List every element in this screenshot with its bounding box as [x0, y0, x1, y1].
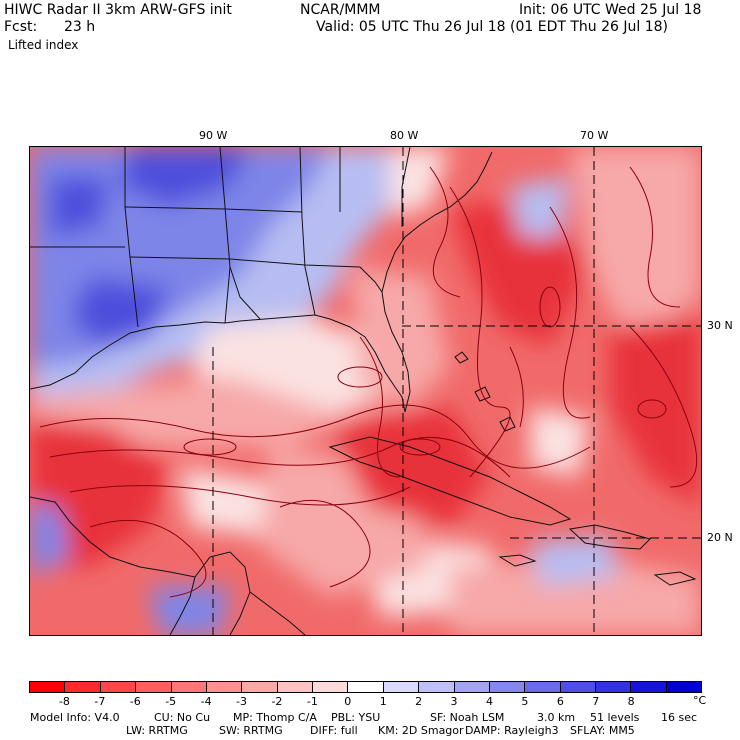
- colorbar-tick-label: 3: [450, 695, 458, 708]
- timestep: 16 sec: [661, 711, 698, 724]
- model-title: HIWC Radar II 3km ARW-GFS init: [4, 2, 232, 18]
- colorbar-tick-label: -7: [94, 695, 106, 708]
- diffusion: DIFF: full: [310, 724, 358, 737]
- colorbar-cell: [596, 682, 632, 692]
- colorbar-cell: [525, 682, 561, 692]
- colorbar-tick-label: -5: [165, 695, 177, 708]
- colorbar-cell: [313, 682, 349, 692]
- colorbar-tick-label: 4: [485, 695, 493, 708]
- colorbar-cell: [631, 682, 667, 692]
- colorbar-cell: [348, 682, 384, 692]
- organization: NCAR/MMM: [300, 2, 381, 18]
- surface-layer: SFLAY: MM5: [570, 724, 635, 737]
- colorbar-cell: [560, 682, 596, 692]
- graticule: [212, 147, 701, 635]
- colorbar-cell: [30, 682, 66, 692]
- colorbar-cell: [206, 682, 243, 692]
- colorbar-labels: -8 -7 -6 -5 -4 -3 -2 -1 0 1 2 3 4 5 6 7 8: [29, 695, 702, 709]
- microphysics-scheme: MP: Thomp C/A: [233, 711, 317, 724]
- colorbar-tick-label: -2: [271, 695, 283, 708]
- li-contours: [39, 166, 698, 598]
- colorbar-tick-label: 0: [344, 695, 352, 708]
- lat-label-30n: 30 N: [707, 319, 733, 332]
- colorbar-tick-label: -8: [58, 695, 70, 708]
- field-name: Lifted index: [8, 38, 79, 52]
- colorbar-cell: [666, 682, 702, 692]
- longwave-scheme: LW: RRTMG: [126, 724, 188, 737]
- lifted-index-map: [29, 146, 702, 636]
- coastlines-and-borders: [30, 147, 697, 635]
- forecast-label: Fcst:: [4, 19, 38, 35]
- colorbar-tick-label: 8: [627, 695, 635, 708]
- map-canvas: [30, 147, 701, 635]
- colorbar-tick-label: -4: [200, 695, 212, 708]
- colorbar-tick-label: 5: [521, 695, 529, 708]
- valid-time: Valid: 05 UTC Thu 26 Jul 18 (01 EDT Thu …: [316, 19, 668, 35]
- pbl-scheme: PBL: YSU: [331, 711, 381, 724]
- colorbar-tick-label: 7: [592, 695, 600, 708]
- colorbar-cell: [454, 682, 490, 692]
- forecast-hour: 23 h: [64, 19, 96, 35]
- vertical-levels: 51 levels: [590, 711, 640, 724]
- colorbar-tick-label: -1: [306, 695, 318, 708]
- colorbar-tick-label: -3: [236, 695, 247, 708]
- colorbar-cell: [136, 682, 172, 692]
- resolution: 3.0 km: [537, 711, 576, 724]
- colorbar: [29, 681, 702, 693]
- colorbar-tick-label: -6: [129, 695, 141, 708]
- colorbar-unit: °C: [693, 694, 707, 707]
- shortwave-scheme: SW: RRTMG: [219, 724, 283, 737]
- eddy-scheme: KM: 2D Smagor: [378, 724, 464, 737]
- colorbar-cell: [277, 682, 313, 692]
- lon-label-70w: 70 W: [580, 129, 609, 142]
- colorbar-tick-label: 6: [556, 695, 564, 708]
- damping: DAMP: Rayleigh3: [465, 724, 559, 737]
- init-time: Init: 06 UTC Wed 25 Jul 18: [519, 2, 702, 18]
- field-shading: [30, 147, 701, 635]
- lon-label-90w: 90 W: [199, 129, 228, 142]
- colorbar-cell: [242, 682, 278, 692]
- colorbar-cell: [419, 682, 455, 692]
- colorbar-cell: [65, 682, 101, 692]
- colorbar-cell: [100, 682, 137, 692]
- cumulus-scheme: CU: No Cu: [154, 711, 211, 724]
- lat-label-20n: 20 N: [707, 531, 733, 544]
- colorbar-tick-label: 2: [415, 695, 423, 708]
- colorbar-tick-label: 1: [379, 695, 387, 708]
- colorbar-cell: [489, 682, 526, 692]
- colorbar-cell: [383, 682, 420, 692]
- lon-label-80w: 80 W: [390, 129, 419, 142]
- surface-scheme: SF: Noah LSM: [430, 711, 505, 724]
- model-info: Model Info: V4.0: [30, 711, 120, 724]
- colorbar-cell: [171, 682, 207, 692]
